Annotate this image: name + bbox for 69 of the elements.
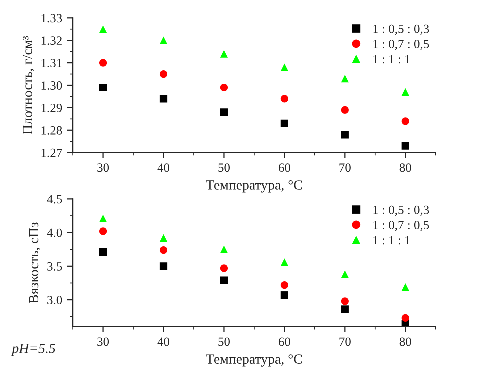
x-tick-label: 30: [98, 164, 110, 172]
y-tick-label: 4.0: [47, 228, 62, 238]
x-tick-label: 50: [218, 338, 230, 346]
point: [99, 59, 108, 67]
point: [99, 228, 108, 236]
x-axis-title: Температура, °C: [206, 354, 302, 367]
x-tick-label: 40: [158, 338, 170, 346]
text: pH=5.5: [11, 344, 56, 356]
x-tick-label: 70: [340, 164, 351, 172]
y-tick-label: 3.5: [48, 262, 62, 271]
x-tick-label: 60: [278, 164, 290, 172]
point: [280, 120, 288, 128]
point: [160, 70, 168, 78]
x-tick-label: 80: [400, 338, 412, 346]
point: [280, 64, 288, 72]
point: [160, 262, 168, 270]
point: [220, 246, 228, 254]
legend-label: 1 : 0,7 : 0,5: [374, 221, 430, 232]
point: [402, 283, 410, 292]
y-tick-label: 3.0: [48, 296, 62, 305]
y-tick-label: 1.28: [42, 126, 62, 135]
x-tick-label: 60: [278, 338, 290, 346]
y-axis-title: Вязкость, сПз: [29, 222, 41, 304]
point: [402, 142, 410, 150]
y-tick-label: 1.30: [42, 82, 62, 90]
point: [402, 88, 410, 96]
point: [160, 36, 168, 44]
point: [402, 118, 410, 126]
point: [220, 264, 228, 272]
x-tick-label: 50: [218, 164, 230, 172]
point: [280, 281, 288, 290]
x-tick-label: 30: [98, 338, 110, 346]
point: [99, 84, 108, 92]
point: [341, 106, 349, 114]
point: [99, 214, 108, 222]
point: [341, 131, 349, 139]
point: [341, 74, 349, 83]
legend-label: 1 : 0,7 : 0,5: [374, 40, 430, 50]
x-tick-label: 80: [400, 164, 412, 172]
legend-label: 1 : 1 : 1: [374, 236, 410, 245]
y-axis-title: Плотность, г/см³: [23, 36, 34, 134]
y-tick-label: 1.32: [42, 36, 62, 46]
point: [220, 50, 228, 58]
x-tick-label: 40: [158, 164, 170, 172]
y-tick-label: 4.5: [47, 195, 62, 204]
y-tick-label: 1.29: [42, 104, 62, 112]
point: [220, 84, 228, 92]
point: [99, 248, 108, 256]
point: [160, 246, 168, 254]
point: [280, 292, 288, 300]
x-axis-title: Температура, °C: [206, 180, 302, 193]
point: [160, 234, 168, 242]
point: [280, 95, 288, 103]
legend-label: 1 : 1 : 1: [374, 55, 410, 64]
point: [341, 306, 349, 314]
point: [220, 108, 228, 116]
y-tick-label: 1.27: [42, 148, 62, 158]
y-tick-label: 1.31: [42, 59, 62, 68]
point: [341, 298, 349, 306]
point: [341, 270, 349, 278]
point: [160, 95, 168, 103]
point: [402, 314, 410, 322]
point: [99, 26, 108, 34]
point: [280, 258, 288, 266]
x-tick-label: 70: [340, 338, 351, 346]
y-tick-label: 1.33: [42, 14, 62, 23]
legend-label: 1 : 0,5 : 0,3: [374, 24, 430, 36]
point: [220, 276, 228, 284]
legend-label: 1 : 0,5 : 0,3: [374, 206, 430, 216]
